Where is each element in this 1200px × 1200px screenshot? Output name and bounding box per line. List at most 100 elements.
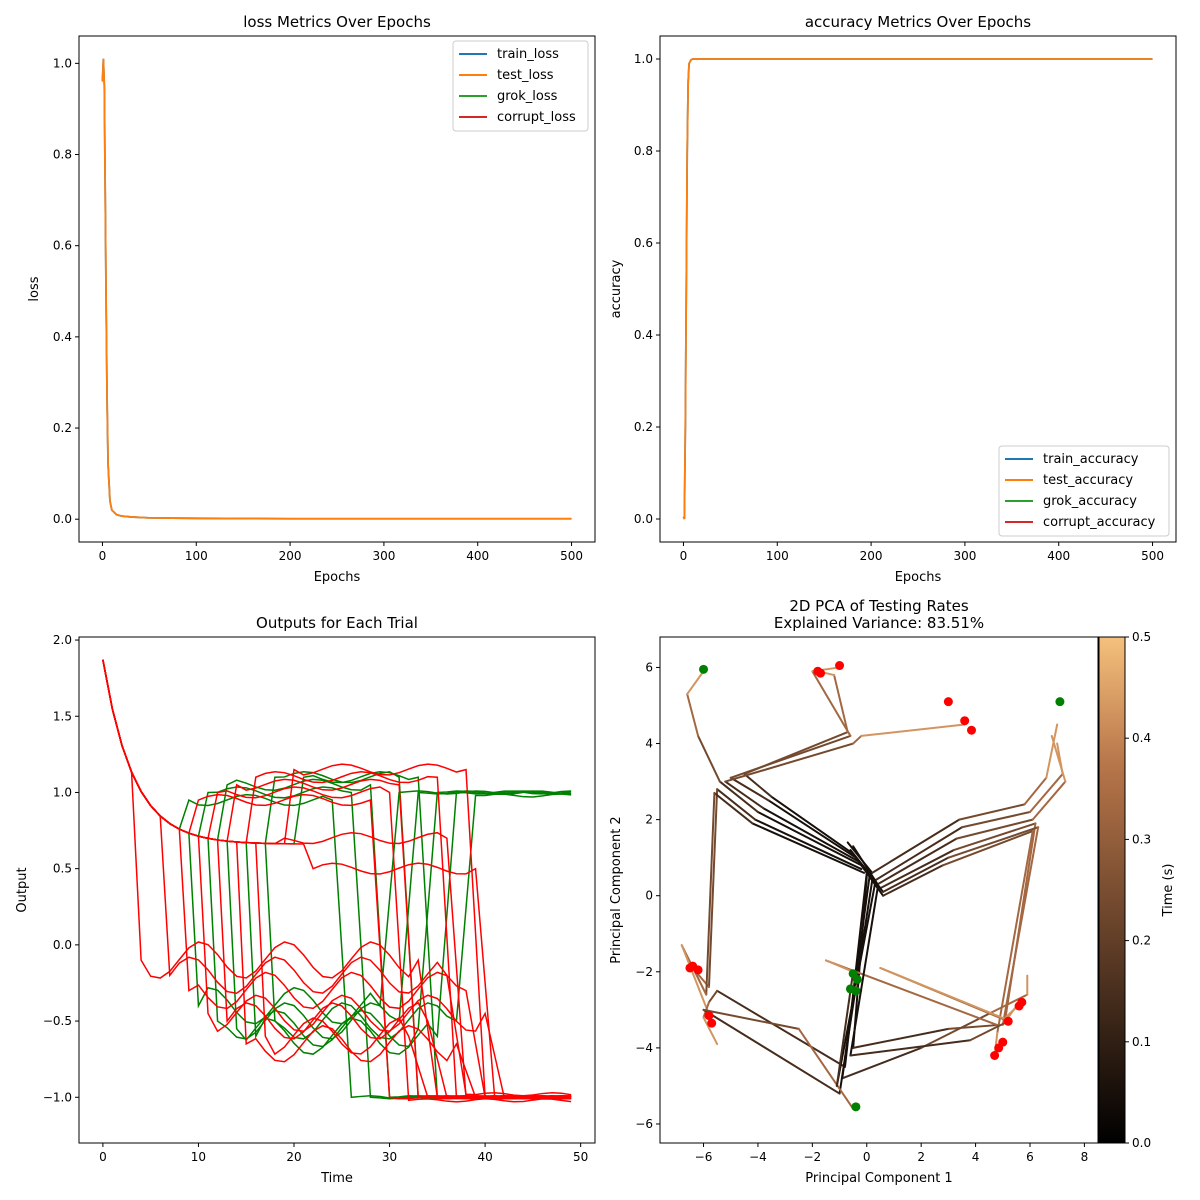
loss-chart-title: loss Metrics Over Epochs	[243, 13, 431, 31]
pca-trajectory-segment	[852, 734, 863, 745]
pca-trajectory-segment	[797, 1027, 855, 1110]
trial-line	[102, 659, 572, 1100]
pca-trajectory-segment	[969, 1020, 1010, 1042]
pca-trajectory-segment	[920, 1012, 991, 1049]
pca-trajectory-segment	[743, 772, 773, 798]
pca-trajectory-segment	[702, 1008, 800, 1030]
pca-trajectory-segment	[871, 818, 961, 874]
pca-trajectory-segment	[852, 1027, 950, 1049]
trial-outputs-xtick-label: 20	[286, 1150, 301, 1164]
pca-trajectory-segment	[958, 803, 1026, 821]
pca-trajectory-segment	[841, 1046, 923, 1080]
pca-xtick-label: −4	[749, 1150, 767, 1164]
loss-ticks: 0 100 200 300 400 500 0.0 0.2 0.4 0.6 0.8 1.0	[53, 56, 583, 563]
trial-line	[102, 659, 572, 1025]
trial-outputs-chart: Outputs for Each Trial 0 10 20 30 40 50 −1.0 −0…	[15, 614, 596, 1186]
loss-ytick-label: 0.8	[53, 148, 72, 162]
loss-xtick-label: 300	[372, 549, 395, 563]
pca-start-point	[699, 664, 709, 674]
pca-trajectory-segment	[811, 670, 852, 737]
trial-outputs-xlabel: Time	[320, 1171, 353, 1186]
pca-trajectory-segment	[686, 693, 700, 737]
colorbar-ticks: 0.0 0.1 0.2 0.3 0.4 0.5	[1125, 630, 1151, 1150]
accuracy-series-test_accuracy	[682, 58, 1153, 520]
loss-xtick-label: 0	[99, 549, 107, 563]
pca-end-point	[1014, 1001, 1024, 1011]
pca-xtick-label: 2	[917, 1150, 925, 1164]
pca-start-point	[851, 1102, 861, 1112]
pca-trajectory-segment	[716, 989, 846, 1068]
pca-end-point	[816, 668, 826, 678]
accuracy-ytick-label: 0.8	[634, 144, 653, 158]
loss-ytick-label: 0.4	[53, 330, 72, 344]
trial-outputs-title: Outputs for Each Trial	[256, 614, 418, 632]
pca-trajectory-segment	[988, 993, 1029, 1015]
trial-outputs-xtick-label: 50	[573, 1150, 588, 1164]
accuracy-ylabel: accuracy	[609, 259, 624, 318]
accuracy-xlabel: Epochs	[895, 570, 942, 585]
trial-outputs-xtick-label: 10	[191, 1150, 206, 1164]
trial-outputs-ytick-label: 2.0	[53, 633, 72, 647]
pca-trajectory-segment	[770, 795, 855, 855]
trial-outputs-ytick-label: 0.0	[53, 938, 72, 952]
pca-ylabel: Principal Component 2	[609, 816, 624, 963]
pca-ytick-label: −2	[635, 965, 653, 979]
pca-plot-area	[680, 661, 1067, 1112]
pca-trajectory-segment	[724, 780, 765, 810]
trial-line	[102, 659, 572, 1048]
pca-trajectory-segment	[833, 674, 849, 734]
pca-trajectory-segment	[879, 966, 1012, 1023]
pca-trajectory-segment	[1045, 723, 1059, 779]
accuracy-chart-title: accuracy Metrics Over Epochs	[805, 13, 1031, 31]
trial-outputs-ytick-label: 1.5	[53, 709, 72, 723]
trial-outputs-ytick-label: 0.5	[53, 862, 72, 876]
accuracy-plot-area	[682, 58, 1153, 520]
pca-trajectory-segment	[1050, 734, 1067, 783]
pca-end-point	[960, 716, 970, 726]
pca-start-point	[852, 974, 862, 984]
colorbar-tick-label: 0.3	[1132, 832, 1151, 846]
trial-outputs-ytick-label: 1.0	[53, 785, 72, 799]
loss-ytick-label: 0.2	[53, 421, 72, 435]
pca-trajectory-segment	[952, 822, 1037, 852]
accuracy-ytick-label: 0.6	[634, 236, 653, 250]
trial-line	[102, 659, 572, 1097]
pca-trajectory-segment	[860, 723, 966, 737]
pca-xtick-label: 0	[863, 1150, 871, 1164]
colorbar-label: Time (s)	[1161, 864, 1176, 918]
pca-trajectory-segment	[879, 849, 955, 890]
pca-end-point	[1003, 1016, 1013, 1026]
accuracy-chart: accuracy Metrics Over Epochs 0 100 200 300 4…	[609, 13, 1177, 585]
loss-ytick-label: 0.0	[53, 512, 72, 526]
loss-ylabel: loss	[27, 276, 42, 301]
accuracy-ytick-label: 0.4	[634, 328, 653, 342]
pca-trajectory-segment	[751, 822, 866, 874]
accuracy-xtick-label: 300	[953, 549, 976, 563]
pca-trajectory-segment	[1031, 780, 1067, 821]
accuracy-xtick-label: 100	[766, 549, 789, 563]
pca-trajectory-segment	[849, 887, 879, 1057]
colorbar-tick-label: 0.4	[1132, 731, 1151, 745]
pca-trajectory-segment	[686, 670, 705, 696]
colorbar-tick-label: 0.2	[1132, 934, 1151, 948]
pca-end-point	[707, 1018, 717, 1028]
accuracy-legend-label: train_accuracy	[1043, 452, 1139, 467]
pca-trajectory-segment	[718, 780, 759, 814]
accuracy-legend: train_accuracy test_accuracy grok_accuracy…	[998, 445, 1170, 537]
pca-subtitle: Explained Variance: 83.51%	[774, 614, 984, 632]
pca-trajectory-segment	[1023, 776, 1048, 806]
pca-end-point	[693, 965, 703, 975]
accuracy-xtick-label: 0	[680, 549, 688, 563]
pca-trajectory-segment	[724, 742, 855, 783]
trial-line	[102, 659, 572, 1040]
pca-ytick-label: 6	[645, 660, 653, 674]
pca-trajectory-segment	[849, 1039, 972, 1057]
pca-ytick-label: −4	[635, 1041, 653, 1055]
pca-colorbar: 0.0 0.1 0.2 0.3 0.4 0.5 Time (s)	[1098, 630, 1176, 1150]
accuracy-xtick-label: 400	[1047, 549, 1070, 563]
loss-legend-label: train_loss	[497, 47, 559, 62]
pca-title: 2D PCA of Testing Rates	[789, 597, 969, 615]
loss-legend-label: corrupt_loss	[497, 110, 576, 125]
colorbar-tick-label: 0.0	[1132, 1136, 1151, 1150]
accuracy-ticks: 0 100 200 300 400 500 0.0 0.2 0.4 0.6 0.8 1.0	[634, 52, 1164, 563]
